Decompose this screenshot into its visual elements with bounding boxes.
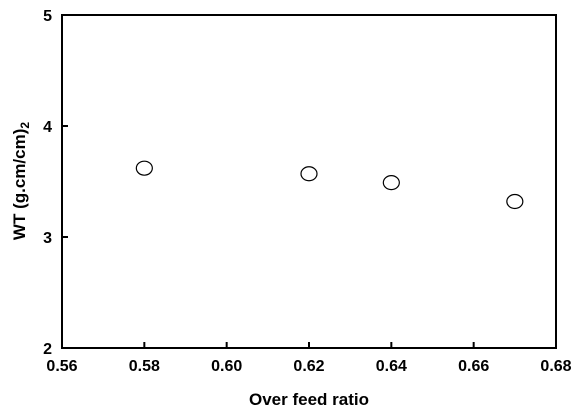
- y-axis-label-text: WT (g.cm/cm): [10, 129, 29, 240]
- x-tick-label: 0.56: [46, 358, 77, 375]
- x-tick-label: 0.58: [129, 358, 160, 375]
- y-tick-label: 2: [43, 341, 52, 358]
- data-point: [135, 160, 153, 176]
- y-axis-label: WT (g.cm/cm)2: [10, 122, 32, 240]
- data-point: [506, 193, 524, 210]
- x-tick-label: 0.64: [376, 358, 407, 375]
- x-tick-label: 0.66: [458, 358, 489, 375]
- x-tick-label: 0.62: [293, 358, 324, 375]
- y-tick-label: 5: [43, 8, 52, 25]
- data-point: [382, 175, 400, 191]
- data-point: [300, 166, 318, 182]
- x-axis-label: Over feed ratio: [249, 390, 369, 408]
- y-tick-label: 4: [43, 119, 52, 136]
- y-tick-label: 3: [43, 230, 52, 247]
- x-tick-label: 0.60: [211, 358, 242, 375]
- plot-area-frame: [61, 14, 557, 349]
- y-axis-label-exponent: 2: [18, 122, 32, 129]
- x-tick-label: 0.68: [540, 358, 571, 375]
